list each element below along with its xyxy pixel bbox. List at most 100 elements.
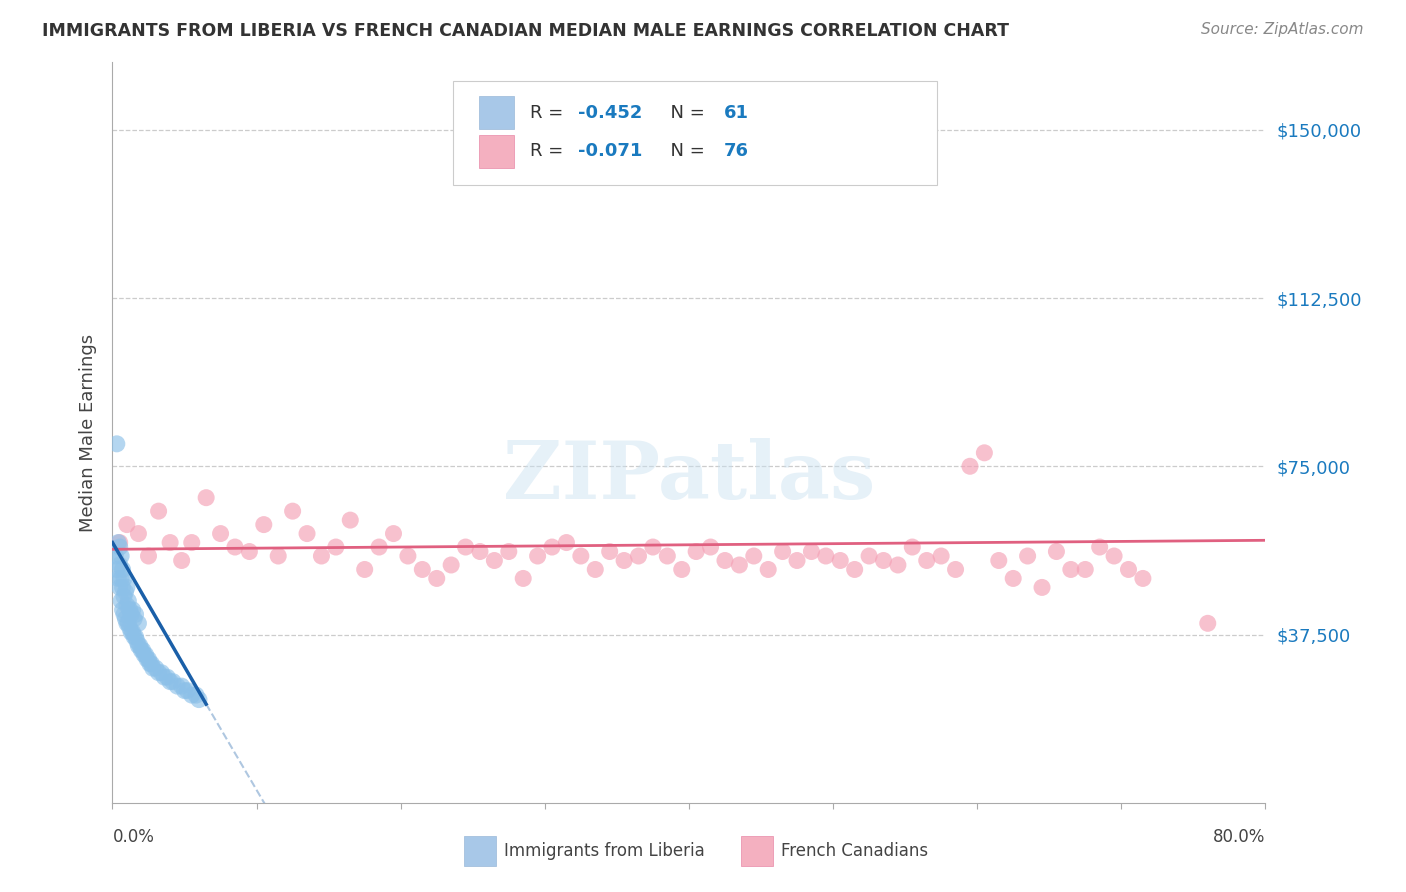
Point: [714, 553, 737, 567]
Point: [353, 562, 375, 576]
Point: [115, 599, 138, 613]
Point: [915, 553, 938, 567]
Point: [772, 544, 794, 558]
Point: [142, 661, 165, 675]
Point: [141, 657, 163, 671]
Text: N =: N =: [659, 103, 710, 122]
Point: [184, 688, 207, 702]
Point: [671, 562, 693, 576]
Point: [114, 612, 136, 626]
Point: [176, 683, 198, 698]
Point: [484, 553, 506, 567]
Point: [411, 562, 433, 576]
Point: [170, 679, 193, 693]
Point: [136, 652, 159, 666]
Point: [124, 607, 146, 622]
Point: [1102, 549, 1125, 563]
Point: [195, 491, 218, 505]
Text: French Canadians: French Canadians: [782, 842, 928, 860]
Text: IMMIGRANTS FROM LIBERIA VS FRENCH CANADIAN MEDIAN MALE EARNINGS CORRELATION CHAR: IMMIGRANTS FROM LIBERIA VS FRENCH CANADI…: [42, 22, 1010, 40]
Point: [148, 665, 170, 680]
Text: 0.0%: 0.0%: [112, 828, 155, 846]
Point: [786, 553, 808, 567]
Point: [134, 648, 156, 662]
Point: [1002, 571, 1025, 585]
Point: [657, 549, 679, 563]
Point: [872, 553, 894, 567]
Point: [685, 544, 707, 558]
Point: [526, 549, 548, 563]
Point: [128, 639, 150, 653]
Point: [325, 540, 347, 554]
Text: 76: 76: [724, 143, 748, 161]
Point: [959, 459, 981, 474]
Point: [641, 168, 664, 182]
Point: [104, 549, 127, 563]
Point: [1132, 571, 1154, 585]
Point: [115, 581, 138, 595]
Point: [139, 657, 162, 671]
Point: [148, 504, 170, 518]
Point: [112, 607, 135, 622]
Point: [858, 549, 880, 563]
Point: [138, 549, 160, 563]
Point: [599, 544, 621, 558]
Point: [122, 630, 145, 644]
Point: [159, 674, 181, 689]
Point: [111, 562, 134, 576]
Point: [1197, 616, 1219, 631]
Point: [105, 437, 128, 451]
Point: [111, 603, 134, 617]
Point: [987, 553, 1010, 567]
Point: [132, 643, 155, 657]
Point: [742, 549, 765, 563]
Text: -0.452: -0.452: [578, 103, 643, 122]
Point: [188, 692, 211, 706]
Point: [120, 625, 142, 640]
Point: [121, 603, 143, 617]
Point: [224, 540, 246, 554]
Point: [973, 446, 995, 460]
Point: [887, 558, 910, 572]
Point: [127, 526, 149, 541]
Point: [129, 643, 153, 657]
Text: 61: 61: [724, 103, 748, 122]
Point: [728, 558, 751, 572]
Point: [311, 549, 333, 563]
Point: [339, 513, 361, 527]
Point: [108, 535, 131, 549]
Point: [396, 549, 419, 563]
Point: [110, 571, 132, 585]
Point: [512, 571, 534, 585]
Point: [125, 634, 148, 648]
Bar: [479, 135, 513, 168]
Point: [541, 540, 564, 554]
Point: [1031, 581, 1053, 595]
Point: [145, 661, 167, 675]
Point: [159, 535, 181, 549]
Point: [110, 549, 132, 563]
Point: [929, 549, 952, 563]
Point: [1045, 544, 1067, 558]
Point: [150, 665, 173, 680]
Point: [117, 594, 139, 608]
Point: [756, 562, 779, 576]
Point: [166, 679, 188, 693]
Point: [1088, 540, 1111, 554]
Point: [1074, 562, 1097, 576]
Point: [121, 625, 143, 640]
Point: [295, 526, 318, 541]
Point: [120, 607, 142, 622]
FancyBboxPatch shape: [453, 81, 936, 185]
Point: [454, 540, 477, 554]
Point: [945, 562, 967, 576]
Text: R =: R =: [530, 103, 569, 122]
Text: Immigrants from Liberia: Immigrants from Liberia: [505, 842, 706, 860]
Point: [127, 616, 149, 631]
Point: [156, 670, 179, 684]
Point: [107, 571, 129, 585]
Point: [382, 526, 405, 541]
Point: [1060, 562, 1083, 576]
Point: [830, 553, 852, 567]
Text: R =: R =: [530, 143, 569, 161]
